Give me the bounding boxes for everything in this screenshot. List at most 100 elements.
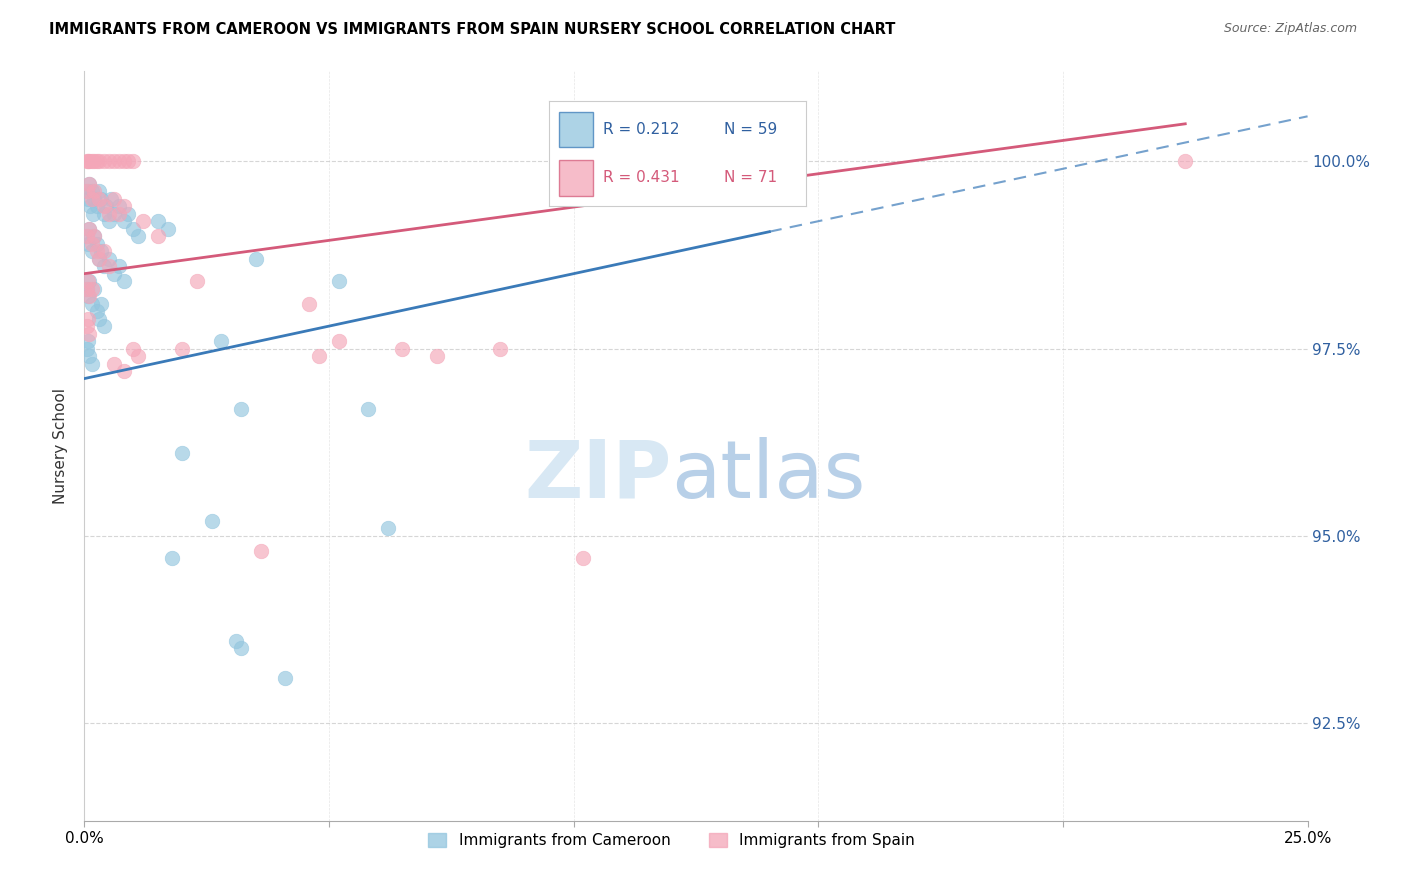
Point bbox=[83, 229, 105, 244]
Point bbox=[77, 154, 100, 169]
Point bbox=[80, 282, 103, 296]
Point bbox=[122, 342, 145, 356]
Point bbox=[572, 551, 595, 566]
Point bbox=[86, 244, 108, 259]
Point bbox=[328, 334, 350, 348]
Point bbox=[86, 304, 108, 318]
Point bbox=[83, 282, 105, 296]
Point bbox=[86, 236, 108, 251]
Point bbox=[156, 221, 179, 235]
Point bbox=[162, 551, 184, 566]
Point bbox=[76, 184, 98, 198]
Point bbox=[77, 221, 100, 235]
Point bbox=[93, 154, 115, 169]
Point bbox=[76, 229, 98, 244]
Y-axis label: Nursery School: Nursery School bbox=[53, 388, 69, 504]
Point bbox=[229, 401, 252, 416]
Point bbox=[103, 357, 125, 371]
Point bbox=[87, 192, 110, 206]
Point bbox=[112, 154, 135, 169]
Point bbox=[76, 282, 98, 296]
Point bbox=[93, 207, 115, 221]
Legend: Immigrants from Cameroon, Immigrants from Spain: Immigrants from Cameroon, Immigrants fro… bbox=[422, 827, 921, 855]
Point bbox=[103, 154, 125, 169]
Point bbox=[77, 326, 100, 341]
Point bbox=[426, 349, 449, 363]
Point bbox=[96, 199, 118, 213]
Point bbox=[107, 259, 129, 273]
Point bbox=[87, 252, 110, 266]
Point bbox=[77, 154, 100, 169]
Point bbox=[76, 229, 98, 244]
Point bbox=[229, 641, 252, 656]
Text: atlas: atlas bbox=[672, 437, 866, 515]
Point bbox=[87, 184, 110, 198]
Point bbox=[87, 252, 110, 266]
Point bbox=[83, 192, 105, 206]
Point bbox=[76, 184, 98, 198]
Point bbox=[77, 289, 100, 303]
Point bbox=[127, 229, 149, 244]
Point bbox=[146, 214, 169, 228]
Point bbox=[93, 319, 115, 334]
Point bbox=[186, 274, 208, 288]
Point bbox=[80, 192, 103, 206]
Point bbox=[127, 349, 149, 363]
Text: Source: ZipAtlas.com: Source: ZipAtlas.com bbox=[1223, 22, 1357, 36]
Point bbox=[122, 154, 145, 169]
Point bbox=[76, 342, 98, 356]
Point bbox=[97, 207, 120, 221]
Point bbox=[172, 446, 194, 460]
Point bbox=[103, 267, 125, 281]
Point bbox=[80, 236, 103, 251]
Point bbox=[172, 342, 194, 356]
Point bbox=[328, 274, 350, 288]
Point bbox=[90, 296, 112, 310]
Point bbox=[77, 289, 100, 303]
Point bbox=[225, 633, 247, 648]
Point bbox=[100, 192, 122, 206]
Point bbox=[76, 282, 98, 296]
Point bbox=[274, 671, 297, 685]
Point bbox=[709, 154, 731, 169]
Point bbox=[489, 342, 512, 356]
Point bbox=[97, 252, 120, 266]
Point bbox=[112, 364, 135, 378]
Point bbox=[107, 154, 129, 169]
Point bbox=[97, 154, 120, 169]
Point bbox=[209, 334, 232, 348]
Point bbox=[107, 199, 129, 213]
Point bbox=[77, 177, 100, 191]
Point bbox=[117, 154, 139, 169]
Point bbox=[103, 207, 125, 221]
Point bbox=[80, 184, 103, 198]
Point bbox=[249, 544, 271, 558]
Point bbox=[200, 514, 222, 528]
Point bbox=[112, 214, 135, 228]
Point bbox=[1174, 154, 1197, 169]
Point bbox=[77, 236, 100, 251]
Point bbox=[80, 357, 103, 371]
Point bbox=[77, 177, 100, 191]
Point bbox=[93, 199, 115, 213]
Point bbox=[90, 244, 112, 259]
Point bbox=[83, 184, 105, 198]
Point bbox=[308, 349, 330, 363]
Point bbox=[112, 274, 135, 288]
Point bbox=[87, 154, 110, 169]
Point bbox=[79, 199, 101, 213]
Point bbox=[80, 296, 103, 310]
Point bbox=[87, 311, 110, 326]
Point bbox=[298, 296, 321, 310]
Point bbox=[80, 244, 103, 259]
Point bbox=[245, 252, 267, 266]
Point bbox=[83, 229, 105, 244]
Point bbox=[77, 192, 100, 206]
Point bbox=[132, 214, 155, 228]
Point bbox=[391, 342, 413, 356]
Point bbox=[377, 521, 399, 535]
Point bbox=[80, 154, 103, 169]
Point bbox=[117, 207, 139, 221]
Point bbox=[93, 259, 115, 273]
Point bbox=[97, 259, 120, 273]
